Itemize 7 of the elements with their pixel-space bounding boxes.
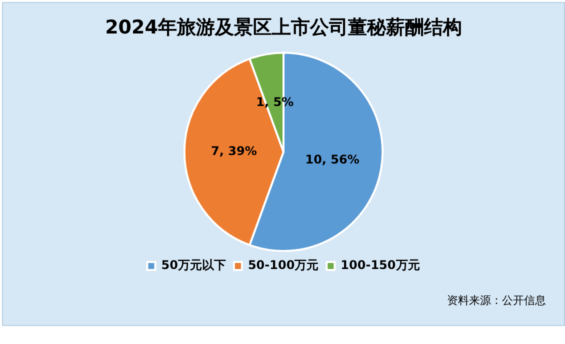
data-label: 7, 39% xyxy=(211,144,257,158)
legend-label: 50-100万元 xyxy=(248,258,319,272)
legend-label: 100-150万元 xyxy=(340,258,420,272)
text: 资料来源：公开信息 xyxy=(447,293,546,308)
data-label: 10, 56% xyxy=(305,152,360,167)
legend-label: 50万元以下 xyxy=(161,258,226,272)
chart-title: 2024年旅游及景区上市公司董秘薪酬结构 xyxy=(105,16,462,38)
